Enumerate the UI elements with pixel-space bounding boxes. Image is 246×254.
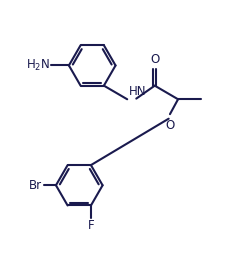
Text: H$_2$N: H$_2$N — [26, 58, 50, 73]
Text: Br: Br — [29, 179, 42, 192]
Text: HN: HN — [128, 85, 146, 98]
Text: O: O — [150, 53, 159, 66]
Text: O: O — [165, 119, 175, 132]
Text: F: F — [88, 219, 94, 232]
